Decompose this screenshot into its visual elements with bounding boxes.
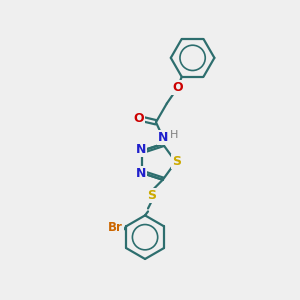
Text: S: S <box>148 189 157 202</box>
Text: Br: Br <box>108 221 123 234</box>
Text: N: N <box>136 143 146 156</box>
Text: N: N <box>158 130 168 144</box>
Text: H: H <box>169 130 178 140</box>
Text: O: O <box>172 81 183 94</box>
Text: S: S <box>172 155 181 168</box>
Text: N: N <box>136 167 146 180</box>
Text: O: O <box>134 112 144 125</box>
